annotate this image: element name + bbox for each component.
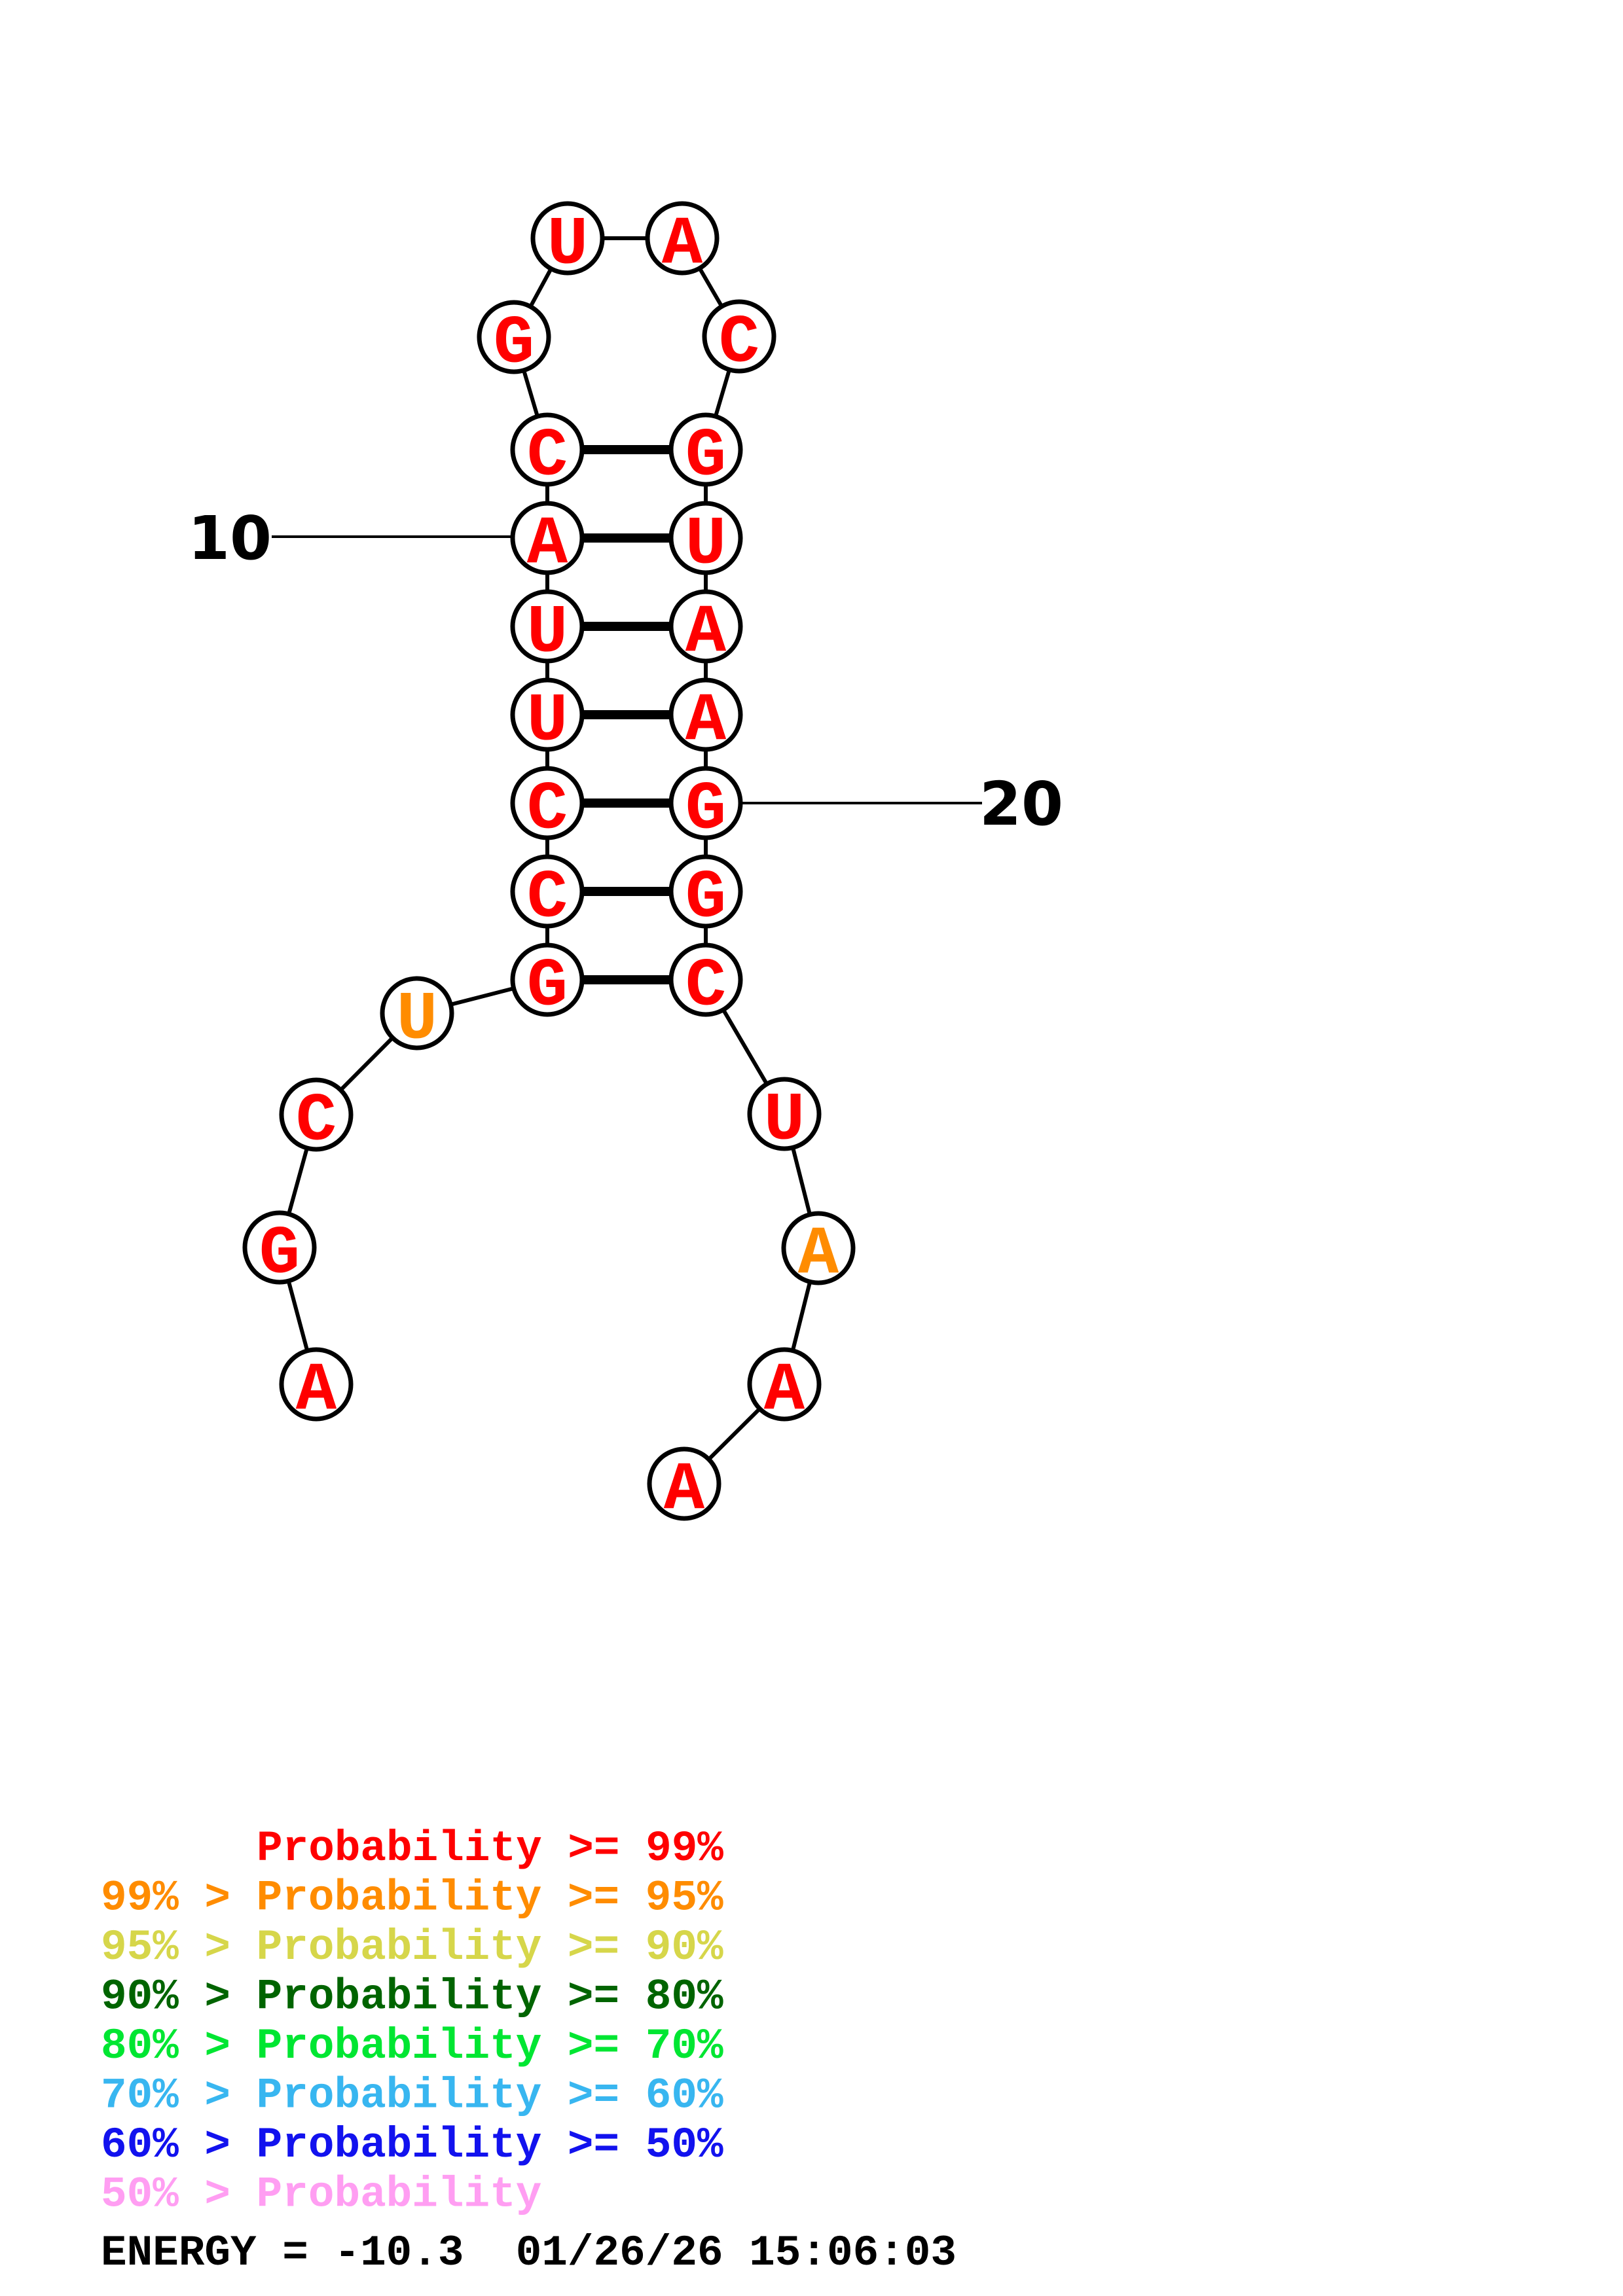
nucleotide-base: C: [719, 304, 759, 382]
nucleotide-base: C: [296, 1083, 337, 1160]
legend-layer: Probability >= 99%99% > Probability >= 9…: [101, 1824, 957, 2278]
nucleotide-base: G: [494, 305, 534, 382]
nucleotide-circle: [279, 1347, 354, 1422]
position-number-label: 20: [979, 769, 1063, 839]
nucleotide-base: A: [296, 1352, 337, 1429]
nucleotide-circle: [530, 201, 605, 276]
legend-row: 70% > Probability >= 60%: [101, 2071, 723, 2120]
legend-row: 60% > Probability >= 50%: [101, 2121, 723, 2170]
legend-row: 99% > Probability >= 95%: [101, 1873, 723, 1922]
nucleotide-base: G: [685, 859, 726, 937]
nucleotide-circle: [747, 1347, 822, 1422]
nucleotide-circle: [747, 1077, 822, 1151]
nucleotide-base: G: [259, 1215, 300, 1293]
nucleotide-circle: [242, 1210, 317, 1285]
nucleotide-base: U: [397, 981, 437, 1058]
position-labels-layer: 10 20: [188, 503, 1063, 839]
nucleotide-circle: [668, 677, 743, 752]
nucleotide-circle: [510, 766, 585, 840]
nucleotide-base: G: [527, 948, 568, 1025]
nucleotide-circle: [668, 854, 743, 929]
nucleotide-base: C: [527, 771, 568, 848]
nucleotide-circle: [510, 501, 585, 575]
nucleotide-circle: [279, 1077, 354, 1152]
nucleotide-base: U: [764, 1082, 805, 1159]
nucleotide-base: C: [527, 418, 568, 495]
nucleotide-base: A: [798, 1216, 839, 1293]
energy-footer: ENERGY = -10.3 01/26/26 15:06:03: [101, 2229, 957, 2278]
nucleotide-circle: [380, 976, 454, 1050]
nucleotide-base: U: [527, 594, 568, 672]
nucleotide-circle: [477, 300, 551, 374]
nucleotide-circle: [668, 412, 743, 487]
nucleotide-base: G: [685, 771, 726, 848]
nucleotide-base: A: [527, 506, 568, 583]
nucleotide-circles-layer: [242, 201, 856, 1521]
nucleotide-circle: [510, 854, 585, 929]
nucleotide-circle: [510, 412, 585, 487]
nucleotide-circle: [668, 589, 743, 664]
nucleotide-circle: [510, 677, 585, 752]
nucleotide-circle: [668, 942, 743, 1017]
nucleotide-base: G: [685, 418, 726, 495]
legend-row: 95% > Probability >= 90%: [101, 1923, 723, 1972]
position-number-label: 10: [188, 503, 272, 573]
nucleotide-circle: [781, 1211, 856, 1285]
nucleotide-base: C: [685, 948, 726, 1025]
nucleotide-circle: [668, 501, 743, 575]
nucleotide-circle: [510, 589, 585, 664]
nucleotide-base: C: [527, 859, 568, 937]
nucleotide-circle: [702, 299, 776, 374]
nucleotide-base: A: [685, 683, 727, 760]
legend-row: 80% > Probability >= 70%: [101, 2022, 723, 2071]
nucleotide-circle: [645, 201, 720, 276]
nucleotide-base: U: [547, 206, 588, 283]
nucleotide-circle: [647, 1446, 721, 1521]
nucleotide-circle: [510, 942, 585, 1017]
legend-row: 90% > Probability >= 80%: [101, 1972, 723, 2021]
nucleotide-circle: [668, 766, 743, 840]
nucleotide-base: A: [685, 594, 727, 672]
legend-row: 50% > Probability: [101, 2170, 541, 2219]
nucleotide-base: U: [527, 683, 568, 760]
nucleotide-base: A: [664, 1452, 705, 1529]
legend-row: Probability >= 99%: [257, 1824, 723, 1873]
position-leader-layer: [272, 535, 982, 804]
nucleotide-base: A: [662, 206, 703, 283]
nucleotide-base: A: [764, 1352, 805, 1429]
nucleotide-base: U: [685, 506, 726, 583]
